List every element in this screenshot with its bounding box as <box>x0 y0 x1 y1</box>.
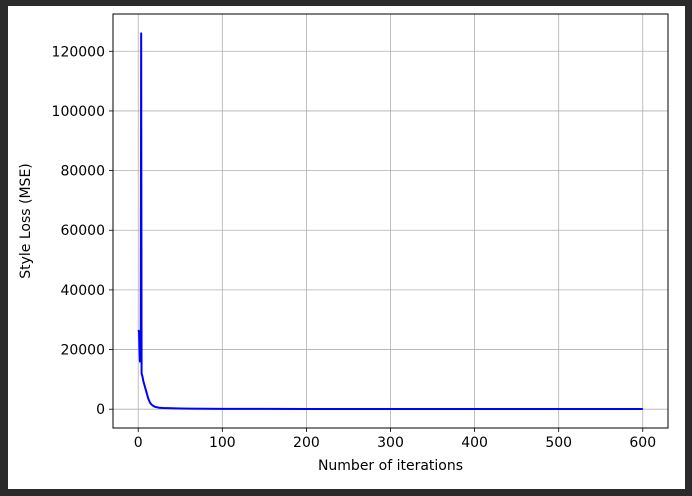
series-layer <box>137 32 643 411</box>
x-tick-label: 400 <box>461 435 488 451</box>
chart-figure: 0 100 200 300 400 500 600 0 20000 40000 60000 80000… <box>8 6 685 489</box>
y-tick-label: 20000 <box>60 343 105 359</box>
x-tick-label: 0 <box>134 435 143 451</box>
x-tick-label: 600 <box>629 435 656 451</box>
y-tick-label: 100000 <box>52 104 105 120</box>
x-tick-label: 300 <box>377 435 404 451</box>
y-tick-label: 60000 <box>60 223 105 239</box>
axis-ticks: 0 100 200 300 400 500 600 0 20000 40000 60000 80000… <box>52 44 657 451</box>
y-tick-label: 80000 <box>60 164 105 180</box>
y-axis-label: Style Loss (MSE) <box>18 163 34 279</box>
line-chart: 0 100 200 300 400 500 600 0 20000 40000 60000 80000… <box>18 13 669 474</box>
y-tick-label: 0 <box>96 402 105 418</box>
y-tick-label: 40000 <box>60 283 105 299</box>
series-line <box>137 32 643 411</box>
grid-lines <box>113 14 668 428</box>
x-tick-label: 100 <box>209 435 236 451</box>
x-axis-label: Number of iterations <box>318 458 463 474</box>
x-tick-label: 500 <box>545 435 572 451</box>
y-tick-label: 120000 <box>52 44 105 60</box>
x-tick-label: 200 <box>293 435 320 451</box>
